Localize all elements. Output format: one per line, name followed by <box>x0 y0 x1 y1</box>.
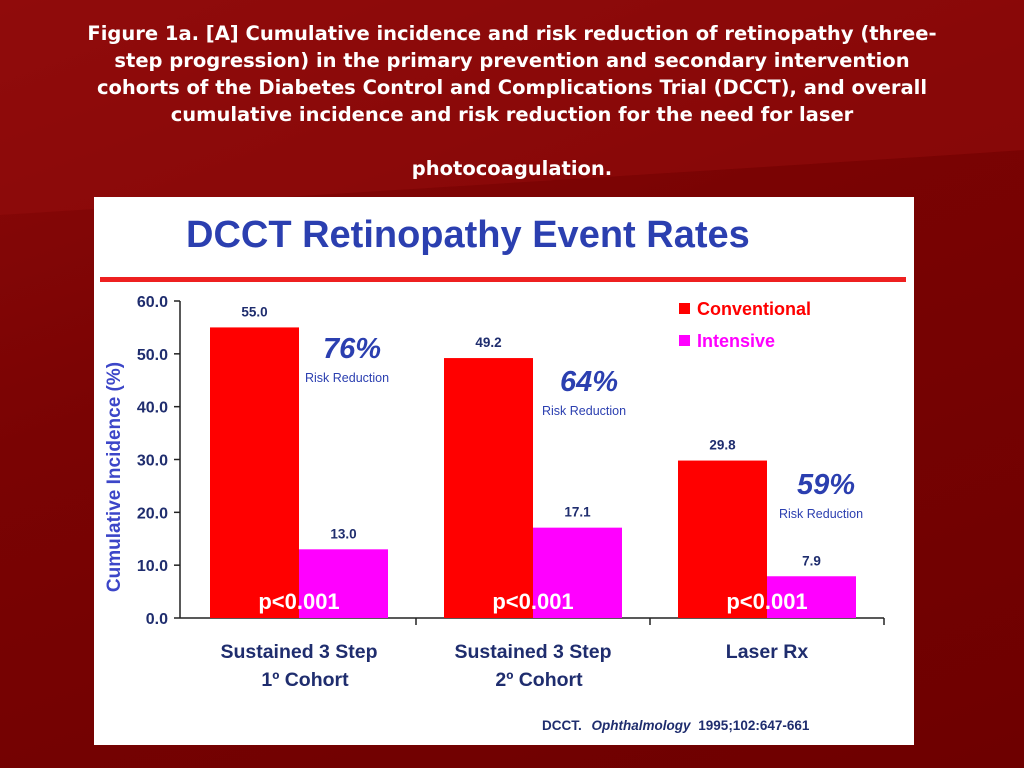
citation: DCCT. Ophthalmology 1995;102:647-661 <box>542 718 810 733</box>
y-tick-label: 60.0 <box>137 294 168 311</box>
caption-line: cumulative incidence and risk reduction … <box>170 103 854 126</box>
x-category-label: 1º Cohort <box>261 669 349 691</box>
chart-labels: 55.0 13.0 p<0.001 Sustained 3 Step 1º Cohort… <box>220 304 863 691</box>
y-tick-label: 50.0 <box>137 347 168 364</box>
legend-label-intensive: Intensive <box>697 331 775 351</box>
y-tick-label: 0.0 <box>146 611 168 628</box>
caption-line: cohorts of the Diabetes Control and Comp… <box>96 76 928 99</box>
legend: Conventional Intensive <box>679 299 811 351</box>
bar-value-label: 55.0 <box>241 304 267 319</box>
caption-line: Figure 1a. [A] Cumulative incidence and … <box>87 22 937 45</box>
figure-caption: Figure 1a. [A] Cumulative incidence and … <box>40 20 984 182</box>
p-value-label: p<0.001 <box>258 589 339 614</box>
bar-value-label: 13.0 <box>330 526 356 541</box>
risk-reduction-label: Risk Reduction <box>542 404 626 418</box>
bar-intensive <box>299 549 388 618</box>
bar-intensive <box>533 527 622 618</box>
x-category-label: Sustained 3 Step <box>220 641 377 663</box>
risk-reduction-label: Risk Reduction <box>779 507 863 521</box>
bar-value-label: 7.9 <box>802 553 821 568</box>
p-value-label: p<0.001 <box>492 589 573 614</box>
citation-details: 1995;102:647-661 <box>698 718 810 733</box>
caption-line: step progression) in the primary prevent… <box>114 49 910 72</box>
chart-slide: DCCT Retinopathy Event Rates Cumulative … <box>94 197 914 745</box>
x-category-label: Laser Rx <box>726 641 809 663</box>
chart-title: DCCT Retinopathy Event Rates <box>186 214 750 256</box>
bar-value-label: 49.2 <box>475 335 501 350</box>
risk-reduction-percent: 64% <box>560 366 618 398</box>
risk-reduction-percent: 59% <box>797 469 855 501</box>
y-tick-label: 40.0 <box>137 400 168 417</box>
x-category-label: Sustained 3 Step <box>454 641 611 663</box>
bar-conventional <box>678 460 767 618</box>
bar-value-label: 17.1 <box>564 505 591 520</box>
chart-canvas: DCCT Retinopathy Event Rates Cumulative … <box>100 214 906 733</box>
y-axis-label: Cumulative Incidence (%) <box>104 362 125 592</box>
x-category-label: 2º Cohort <box>495 669 583 691</box>
bar-intensive <box>767 576 856 618</box>
bar-conventional <box>210 327 299 618</box>
legend-swatch-intensive <box>679 335 690 346</box>
y-tick-label: 30.0 <box>137 453 168 470</box>
risk-reduction-percent: 76% <box>323 333 381 365</box>
bar-value-label: 29.8 <box>709 438 736 453</box>
citation-author: DCCT. <box>542 718 582 733</box>
y-tick-label: 20.0 <box>137 505 168 522</box>
y-tick-label: 10.0 <box>137 558 168 575</box>
bar-conventional <box>444 358 533 618</box>
citation-journal: Ophthalmology <box>592 718 692 733</box>
legend-swatch-conventional <box>679 303 690 314</box>
p-value-label: p<0.001 <box>726 589 807 614</box>
chart-bars <box>210 327 856 618</box>
caption-line: photocoagulation. <box>411 157 613 180</box>
legend-label-conventional: Conventional <box>697 299 811 319</box>
risk-reduction-label: Risk Reduction <box>305 371 389 385</box>
title-rule <box>100 277 906 282</box>
